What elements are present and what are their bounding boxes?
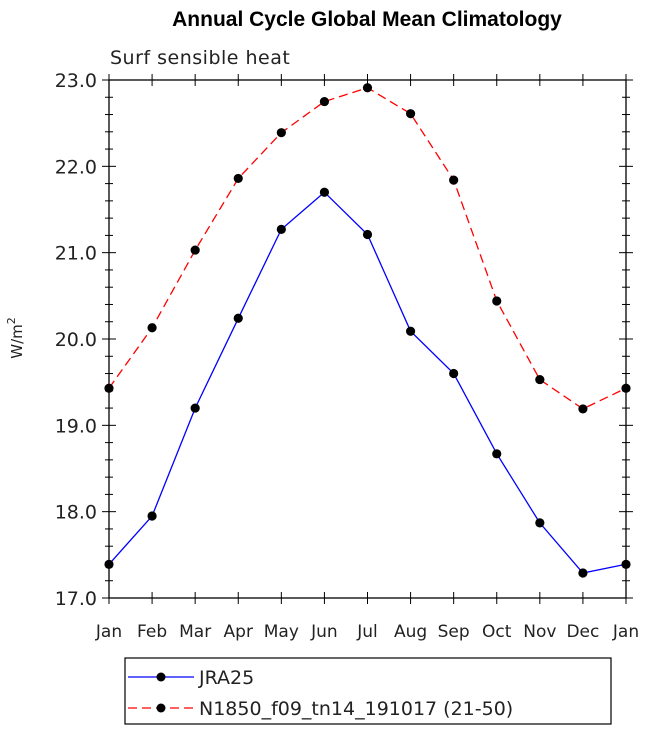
y-tick-label: 18.0	[55, 502, 97, 524]
x-tick-label: Jan	[612, 622, 639, 642]
legend: JRA25 N1850_f09_tn14_191017 (21-50)	[124, 657, 612, 725]
series-0-point	[362, 229, 373, 240]
plot-frame	[108, 79, 627, 599]
series-line-1	[108, 87, 627, 410]
y-tick-label: 19.0	[55, 415, 97, 437]
x-tick-labels: Jan Feb Mar Apr May Jun Jul Aug Sep Oct Nov Dec Jan	[95, 622, 639, 642]
series-1-point	[233, 173, 243, 184]
series-0-point	[535, 518, 545, 528]
y-axis-label: W/m2	[5, 317, 26, 359]
series-1-point	[405, 109, 416, 119]
series-1-point	[319, 96, 330, 107]
legend-marker-n1850	[156, 703, 166, 713]
series-1-point	[535, 374, 545, 385]
legend-label-n1850: N1850_f09_tn14_191017 (21-50)	[199, 698, 513, 720]
series-0-point	[190, 403, 200, 413]
series-0-point	[578, 568, 588, 578]
x-tick-label: May	[264, 622, 299, 642]
series-0-point	[319, 187, 330, 197]
x-tick-label: Feb	[137, 622, 167, 642]
chart-subtitle: Surf sensible heat	[110, 47, 290, 69]
y-axis-label-superscript: 2	[5, 317, 18, 324]
series-0-point	[449, 368, 459, 379]
axis-ticks	[102, 74, 633, 604]
x-tick-label: Jul	[356, 622, 378, 642]
y-tick-label: 17.0	[55, 588, 97, 610]
series-0-point	[405, 326, 416, 336]
x-tick-label: Oct	[482, 622, 512, 642]
x-tick-label: Aug	[394, 622, 427, 642]
series-1-point	[492, 296, 502, 306]
x-tick-label: Dec	[566, 622, 599, 642]
legend-label-jra25: JRA25	[198, 667, 254, 689]
series-1-point	[449, 175, 459, 185]
series-0-point	[233, 313, 243, 323]
y-tick-label: 20.0	[55, 329, 97, 351]
y-axis-label-base: W/m	[8, 324, 26, 359]
y-tick-label: 22.0	[55, 156, 97, 178]
svg-text:W/m2: W/m2	[5, 317, 26, 359]
legend-marker-jra25	[156, 672, 166, 682]
x-tick-label: Apr	[224, 622, 253, 642]
x-tick-label: Mar	[179, 622, 211, 642]
series-group	[104, 83, 631, 578]
x-tick-label: Nov	[523, 622, 556, 642]
legend-box	[124, 657, 612, 725]
series-0-point	[492, 449, 502, 459]
series-1-point	[362, 83, 373, 93]
x-tick-label: Sep	[438, 622, 470, 642]
x-tick-label: Jun	[310, 622, 338, 642]
y-tick-labels: 17.0 18.0 19.0 20.0 21.0 22.0 23.0	[55, 70, 97, 610]
series-0-point	[276, 224, 286, 234]
chart-title: Annual Cycle Global Mean Climatology	[172, 8, 562, 31]
series-0-point	[147, 511, 157, 521]
series-1-point	[578, 404, 588, 414]
series-1-point	[276, 128, 286, 138]
series-1-point	[190, 245, 200, 255]
x-tick-label: Jan	[95, 622, 122, 642]
series-1-point	[147, 323, 157, 333]
series-line-0	[108, 191, 627, 574]
y-tick-label: 23.0	[55, 70, 97, 92]
y-tick-label: 21.0	[55, 243, 97, 265]
